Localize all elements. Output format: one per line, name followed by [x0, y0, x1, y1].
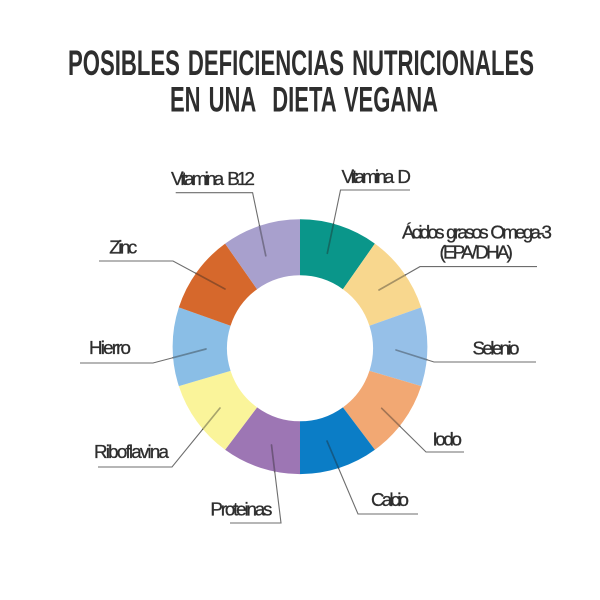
svg-text:Vitamina D: Vitamina D — [341, 166, 411, 187]
svg-text:POSIBLES DEFICIENCIAS NUTRICIO: POSIBLES DEFICIENCIAS NUTRICIONALES — [68, 44, 534, 83]
svg-text:Proteinas: Proteinas — [210, 499, 272, 520]
svg-text:Vitamina B12: Vitamina B12 — [171, 168, 255, 189]
svg-text:Ácidos grasos Omega-3: Ácidos grasos Omega-3 — [402, 222, 552, 243]
svg-text:EN UNA DIETA VEGANA: EN UNA DIETA VEGANA — [170, 81, 438, 120]
svg-text:Zinc: Zinc — [109, 236, 137, 257]
svg-text:Iodo: Iodo — [432, 429, 462, 450]
svg-text:Selenio: Selenio — [473, 338, 520, 359]
svg-text:Hierro: Hierro — [89, 337, 131, 358]
svg-text:Calcio: Calcio — [371, 489, 409, 510]
svg-text:Riboflavina: Riboflavina — [94, 441, 170, 462]
svg-text:(EPA / DHA): (EPA / DHA) — [439, 242, 513, 263]
